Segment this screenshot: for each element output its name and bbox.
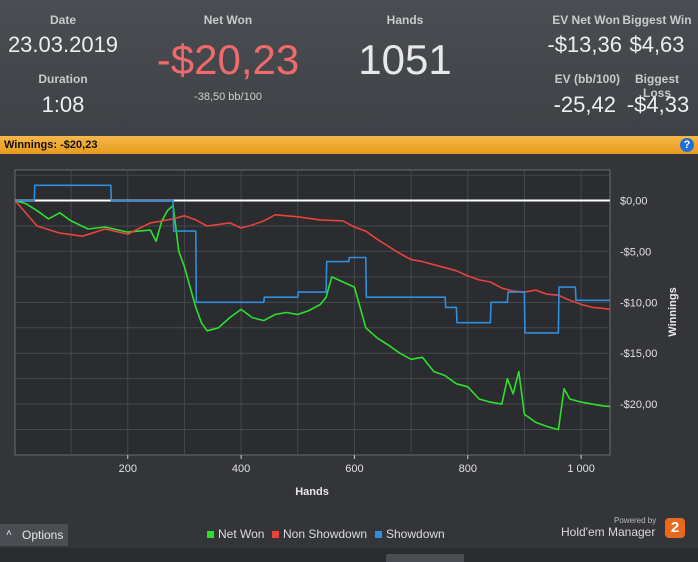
stats-header: Date 23.03.2019 Duration 1:08 Net Won -$… [0, 0, 698, 136]
date-label: Date [49, 13, 76, 27]
biggest-win-label: Biggest Win [622, 13, 692, 27]
series-lines [14, 184, 611, 431]
ev-bb-label: EV (bb/100) [554, 72, 620, 86]
x-tick-label: 200 [119, 463, 137, 475]
x-tick-label: 400 [232, 463, 250, 475]
winnings-label: Winnings: [4, 139, 58, 151]
legend-label: Showdown [386, 527, 445, 541]
ev-net-won-label: EV Net Won [552, 13, 620, 27]
winnings-value: -$20,23 [60, 139, 98, 151]
options-label: Options [22, 528, 64, 542]
legend-swatch [207, 531, 214, 539]
series-showdown [15, 184, 610, 334]
winnings-bar: Winnings: -$20,23 ? [0, 136, 698, 154]
x-axis: 200 400 600 800 1 000 [119, 455, 595, 475]
legend-swatch [375, 531, 382, 539]
hm2-logo: 2 [665, 518, 685, 538]
legend-label: Net Won [218, 527, 265, 541]
legend-net-won[interactable]: Net Won [207, 527, 264, 541]
net-won-label: Net Won [203, 13, 253, 27]
legend-label: Non Showdown [283, 527, 368, 541]
biggest-loss-value: -$4,33 [626, 92, 690, 117]
legend-showdown[interactable]: Showdown [375, 527, 445, 541]
y-tick-label: -$5,00 [620, 246, 651, 258]
plot-area [14, 169, 611, 456]
duration-value: 1:08 [41, 92, 85, 117]
y-tick-label: -$20,00 [620, 399, 657, 411]
footer-tab[interactable] [386, 554, 464, 562]
biggest-win-value: $4,63 [629, 32, 685, 57]
series-non-showdown [14, 199, 611, 311]
duration-label: Duration [38, 72, 88, 86]
y-axis-label: Winnings [667, 287, 679, 336]
y-axis: $0,00 -$5,00 -$10,00 -$15,00 -$20,00 [620, 196, 657, 412]
net-won-value: -$20,23 [156, 36, 300, 83]
x-tick-label: 600 [345, 463, 363, 475]
help-icon[interactable]: ? [680, 138, 694, 152]
x-axis-label: Hands [295, 486, 329, 498]
date-value: 23.03.2019 [7, 32, 119, 57]
y-tick-label: $0,00 [620, 196, 648, 208]
ev-bb-value: -25,42 [553, 92, 616, 117]
bb-per-100-value: -38,50 bb/100 [194, 91, 262, 103]
y-tick-label: -$15,00 [620, 348, 657, 360]
powered-by-text: Powered by [614, 516, 657, 525]
chevron-up-icon: ˄ [6, 528, 12, 539]
winnings-summary: Winnings: -$20,23 [4, 139, 97, 151]
status-footer [0, 548, 698, 562]
x-tick-label: 1 000 [567, 463, 595, 475]
legend-swatch [272, 531, 279, 539]
hands-label: Hands [386, 13, 424, 27]
hands-value: 1051 [358, 36, 452, 83]
biggest-loss-label: Biggest Loss [634, 72, 679, 100]
legend-non-showdown[interactable]: Non Showdown [272, 527, 367, 541]
options-button[interactable]: ˄ Options [0, 524, 68, 546]
x-tick-label: 800 [459, 463, 477, 475]
y-tick-label: -$10,00 [620, 297, 657, 309]
ev-net-won-value: -$13,36 [547, 32, 622, 57]
brand-name: Hold'em Manager [561, 525, 656, 539]
series-net-won [14, 199, 611, 431]
